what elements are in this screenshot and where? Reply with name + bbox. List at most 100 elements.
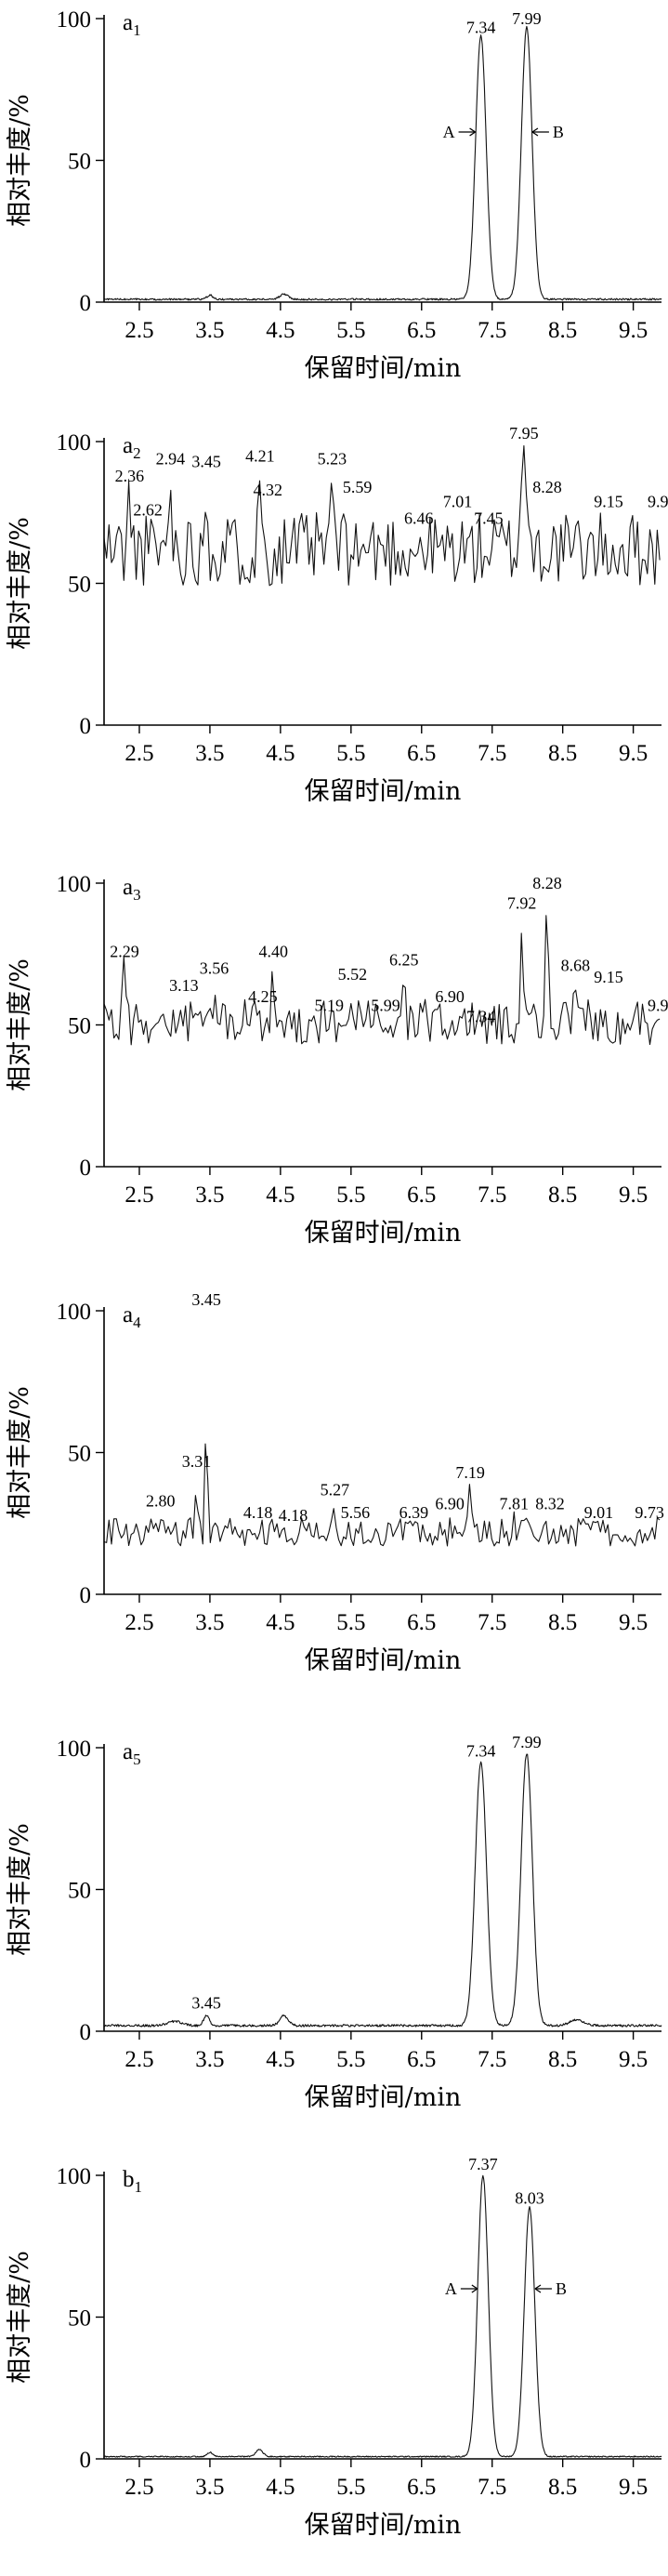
y-tick-label: 50: [68, 1014, 91, 1039]
x-tick-label: 8.5: [548, 1182, 577, 1208]
x-axis-title: 保留时间/min: [305, 354, 462, 383]
x-tick-label: 6.5: [407, 1610, 436, 1635]
peak-label: 9.91: [648, 492, 668, 510]
panel-identifier: a3: [123, 875, 141, 904]
x-tick-label: 9.5: [619, 1182, 648, 1208]
x-tick-label: 9.5: [619, 2047, 648, 2072]
peak-label: 5.99: [371, 996, 400, 1014]
chart-svg: 0 50 100 2.5 3.5 4.5 5.5 6.5 7.5 8.5 9.5 保留时间/min 相对…: [6, 424, 668, 806]
y-axis-title: 相对丰度/%: [6, 2251, 34, 2384]
x-tick-label: 7.5: [478, 741, 506, 766]
x-tick-label: 6.5: [407, 741, 436, 766]
x-tick-label: 4.5: [266, 2047, 295, 2072]
y-tick-label: 0: [80, 291, 92, 316]
x-tick-label: 7.5: [478, 1182, 506, 1208]
x-tick-label: 2.5: [124, 1182, 153, 1208]
peak-label: 5.52: [338, 965, 368, 984]
x-axis-title: 保留时间/min: [305, 1219, 462, 1248]
y-tick-label: 50: [68, 150, 91, 175]
chromatogram-panel-a1: 0 50 100 2.5 3.5 4.5 5.5 6.5 7.5 8.5 9.5 保留时间/min 相对…: [0, 0, 668, 418]
x-tick-label: 9.5: [619, 741, 648, 766]
x-tick-label: 3.5: [195, 2047, 224, 2072]
x-tick-label: 3.5: [195, 1182, 224, 1208]
x-axis-title: 保留时间/min: [305, 2511, 462, 2540]
y-tick-label: 50: [68, 2306, 91, 2332]
y-tick-label: 100: [57, 2164, 92, 2189]
x-tick-label: 6.5: [407, 318, 436, 343]
peak-label: 3.31: [182, 1452, 212, 1471]
peak-label: 5.59: [343, 478, 373, 496]
peak-label: 7.81: [500, 1495, 530, 1513]
peak-label: 3.45: [191, 1994, 221, 2013]
x-tick-label: 9.5: [619, 1610, 648, 1635]
chromatogram-panel-a3: 0 50 100 2.5 3.5 4.5 5.5 6.5 7.5 8.5 9.5 保留时间/min 相对…: [0, 865, 668, 1283]
x-tick-label: 8.5: [548, 2047, 577, 2072]
x-tick-label: 5.5: [336, 2047, 365, 2072]
chromatogram-panel-a5: 0 50 100 2.5 3.5 4.5 5.5 6.5 7.5 8.5 9.5 保留时间/min 相对…: [0, 1729, 668, 2147]
x-tick-label: 7.5: [478, 2047, 506, 2072]
y-tick-label: 0: [80, 714, 92, 739]
x-tick-label: 4.5: [266, 318, 295, 343]
svg-text:B: B: [556, 2279, 567, 2298]
peak-label: 7.37: [468, 2155, 498, 2173]
chromatogram-panel-b1: 0 50 100 2.5 3.5 4.5 5.5 6.5 7.5 8.5 9.5 保留时间/min 相对…: [0, 2155, 668, 2575]
peak-label: 7.34: [466, 1741, 496, 1760]
chromatogram-trace: [104, 2174, 662, 2458]
x-tick-label: 8.5: [548, 2475, 577, 2500]
y-tick-label: 50: [68, 573, 91, 598]
y-tick-label: 0: [80, 1583, 92, 1608]
peak-label: 5.27: [321, 1480, 350, 1499]
x-tick-label: 8.5: [548, 741, 577, 766]
peak-label: 5.56: [341, 1503, 371, 1522]
peak-label: 7.34: [466, 18, 496, 36]
x-axis-title: 保留时间/min: [305, 2083, 462, 2112]
x-tick-label: 2.5: [124, 2475, 153, 2500]
y-tick-label: 0: [80, 1156, 92, 1181]
panel-identifier: a2: [123, 433, 141, 462]
peak-label: 7.01: [443, 492, 473, 510]
chart-svg: 0 50 100 2.5 3.5 4.5 5.5 6.5 7.5 8.5 9.5 保留时间/min 相对…: [6, 7, 662, 383]
x-tick-label: 5.5: [336, 741, 365, 766]
x-tick-label: 2.5: [124, 2047, 153, 2072]
y-tick-label: 100: [57, 1300, 92, 1325]
peak-label: 4.25: [248, 987, 278, 1006]
peak-label: 9.01: [584, 1503, 614, 1522]
chromatogram-trace: [103, 25, 662, 301]
peak-label: 9.15: [594, 968, 623, 986]
peak-label: 6.39: [399, 1503, 429, 1522]
peak-label: 4.32: [253, 481, 282, 499]
y-axis-title: 相对丰度/%: [6, 1386, 34, 1519]
peak-label: 9.73: [635, 1503, 664, 1522]
x-tick-label: 6.5: [407, 1182, 436, 1208]
peak-label: 7.34: [466, 1008, 496, 1026]
chart-svg: 0 50 100 2.5 3.5 4.5 5.5 6.5 7.5 8.5 9.5 保留时间/min 相对…: [6, 2155, 662, 2540]
chart-svg: 0 50 100 2.5 3.5 4.5 5.5 6.5 7.5 8.5 9.5 保留时间/min 相对…: [6, 1733, 662, 2112]
x-axis-title: 保留时间/min: [305, 1646, 462, 1675]
y-axis-title: 相对丰度/%: [6, 1823, 34, 1956]
x-tick-label: 6.5: [407, 2047, 436, 2072]
peak-label: 6.90: [435, 1495, 465, 1513]
y-tick-label: 0: [80, 2448, 92, 2473]
peak-label: 8.68: [561, 957, 591, 975]
x-tick-label: 4.5: [266, 1610, 295, 1635]
peak-label: 7.92: [507, 894, 537, 913]
x-tick-label: 3.5: [195, 1610, 224, 1635]
peak-label: 3.13: [169, 976, 199, 995]
x-tick-label: 7.5: [478, 1610, 506, 1635]
y-tick-label: 100: [57, 872, 92, 897]
y-tick-label: 0: [80, 2020, 92, 2045]
panel-identifier: a4: [123, 1302, 141, 1331]
x-tick-label: 5.5: [336, 2475, 365, 2500]
x-tick-label: 2.5: [124, 1610, 153, 1635]
peak-label: 3.45: [191, 453, 221, 471]
peak-label: 5.23: [318, 450, 347, 469]
chromatogram-trace: [103, 915, 661, 1046]
peak-label: 8.03: [515, 2189, 544, 2208]
peak-label: 8.28: [532, 478, 562, 496]
peak-label: 2.80: [146, 1492, 176, 1511]
x-tick-label: 3.5: [195, 2475, 224, 2500]
panel-identifier: a5: [123, 1739, 141, 1768]
peak-label: 5.19: [315, 996, 345, 1014]
peak-label: 4.18: [279, 1506, 308, 1525]
